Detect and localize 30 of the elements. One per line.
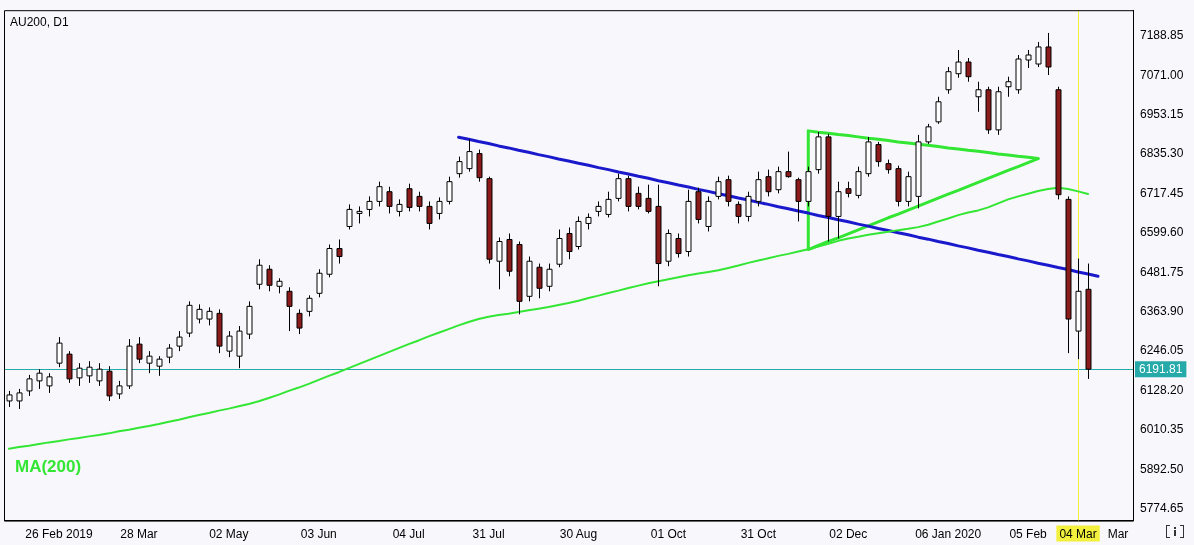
ref-line-label: 6191.81 — [1139, 361, 1183, 376]
x-tick-label: 02 Dec — [829, 527, 868, 542]
y-tick-label: 5774.65 — [1140, 501, 1184, 515]
y-tick-label: 6246.05 — [1140, 343, 1184, 358]
x-tick-label: 31 Oct — [740, 527, 777, 542]
x-tick-label: 04 Jul — [392, 527, 425, 542]
x-tick-label: 01 Oct — [650, 527, 687, 542]
x-tick-label: 04 Mar — [1059, 527, 1097, 542]
y-tick-label: 6717.45 — [1140, 185, 1184, 200]
x-tick-label: 02 May — [209, 527, 249, 542]
x-tick-label: 06 Jan 2020 — [915, 527, 982, 542]
y-tick-label: 6363.90 — [1140, 304, 1184, 319]
y-tick-label: 6010.35 — [1140, 422, 1184, 437]
series-label: MA(200) — [15, 456, 82, 476]
x-tick-label: 03 Jun — [300, 527, 337, 542]
x-tick-label: Mar — [1107, 527, 1129, 542]
y-tick-label: 6953.15 — [1140, 107, 1184, 122]
x-tick-label: 26 Feb 2019 — [25, 527, 93, 542]
y-tick-label: 6128.20 — [1140, 382, 1184, 397]
chart-title: AU200, D1 — [10, 14, 70, 29]
y-tick-label: 7188.85 — [1140, 28, 1184, 43]
y-tick-label: 5892.50 — [1140, 461, 1184, 476]
x-tick-label: 05 Feb — [1009, 527, 1048, 542]
x-tick-label: 28 Mar — [120, 527, 158, 542]
y-tick-label: 6599.60 — [1140, 225, 1184, 240]
x-tick-label: 30 Aug — [559, 527, 598, 542]
y-tick-label: 7071.00 — [1140, 67, 1184, 82]
y-tick-label: 6835.30 — [1140, 146, 1184, 161]
y-tick-label: 6481.75 — [1140, 264, 1184, 279]
x-tick-label: 31 Jul — [472, 527, 505, 542]
